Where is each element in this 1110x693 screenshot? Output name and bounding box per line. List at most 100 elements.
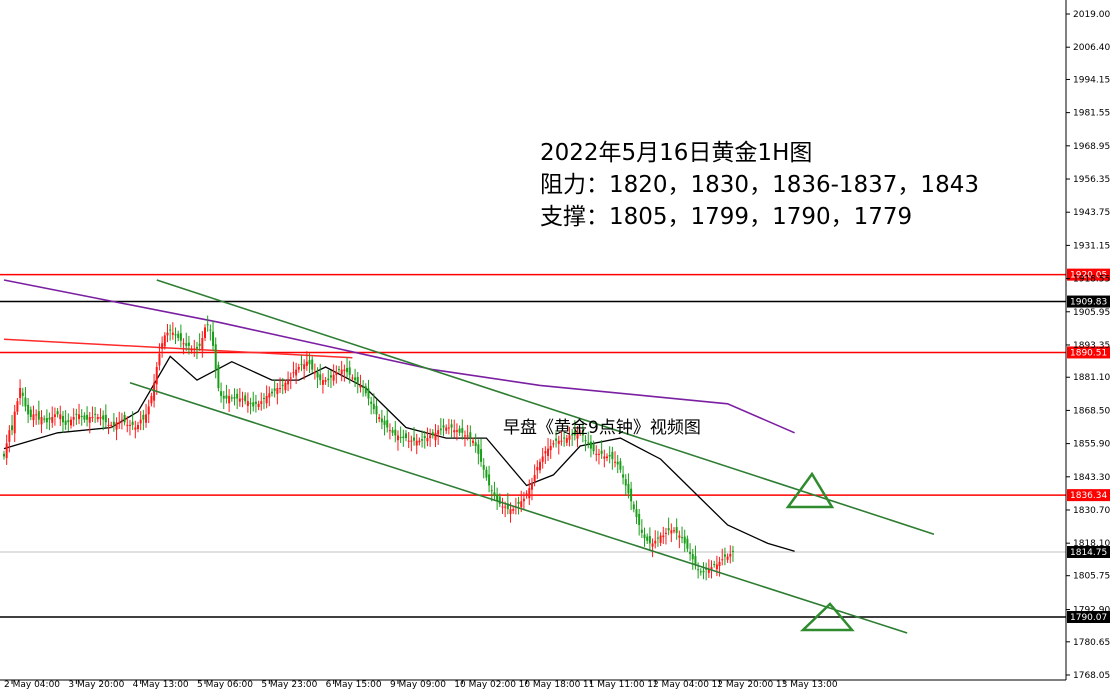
candle-body — [292, 372, 295, 374]
candle-body — [137, 424, 139, 430]
analysis-annotation: 2022年5月16日黄金1H图 阻力：1820，1830，1836-1837，1… — [540, 137, 979, 233]
candle-body — [308, 360, 311, 365]
candle-body — [614, 461, 617, 463]
candle-body — [426, 438, 429, 442]
annotation-title: 2022年5月16日黄金1H图 — [540, 140, 813, 166]
candle-body — [686, 538, 689, 549]
candle-body — [233, 396, 236, 399]
candle-body — [450, 424, 453, 428]
candle-body — [206, 324, 209, 326]
candle-body — [238, 398, 241, 402]
candle-body — [53, 414, 56, 418]
candle-body — [252, 402, 255, 407]
candle-body — [549, 445, 552, 451]
candle-body — [638, 513, 641, 525]
time-tick-label: 10 May 18:00 — [519, 680, 581, 689]
candle-body — [319, 374, 322, 381]
candle-body — [59, 414, 62, 420]
candle-body — [174, 334, 177, 336]
candle-body — [19, 388, 22, 399]
candle-body — [297, 366, 300, 370]
candle-body — [415, 440, 418, 446]
candle-body — [70, 419, 72, 426]
candle-body — [547, 448, 550, 456]
candle-body — [496, 494, 499, 502]
channel-line — [129, 381, 908, 634]
candle-body — [627, 483, 630, 494]
candle-body — [469, 432, 472, 439]
candle-body — [367, 388, 370, 399]
candle-body — [214, 344, 217, 370]
candle-body — [150, 395, 153, 404]
price-tick-label: 1918.55 — [1073, 275, 1110, 285]
price-tick-label: 2019.00 — [1073, 10, 1110, 20]
candle-body — [648, 536, 651, 544]
candle-body — [386, 420, 389, 428]
candle-body — [522, 498, 525, 502]
candle-body — [568, 435, 571, 440]
candle-body — [477, 444, 480, 454]
candle-body — [228, 395, 231, 404]
candle-body — [295, 369, 298, 376]
candle-body — [364, 386, 367, 394]
candle-body — [289, 377, 292, 379]
candle-body — [139, 419, 142, 424]
candle-body — [185, 343, 188, 346]
candle-body — [603, 456, 606, 459]
candle-body — [539, 461, 541, 471]
candle-body — [147, 406, 150, 415]
candle-body — [691, 553, 694, 560]
candle-body — [45, 418, 48, 423]
candle-body — [689, 551, 692, 554]
candle-body — [512, 509, 515, 511]
candle-body — [13, 411, 16, 434]
candle-body — [222, 395, 225, 399]
candle-body — [273, 388, 276, 391]
candle-body — [354, 377, 357, 381]
candle-body — [21, 392, 24, 396]
candle-body — [437, 430, 440, 435]
candle-body — [654, 540, 657, 544]
candle-body — [616, 461, 619, 465]
candle-body — [372, 403, 375, 410]
trend-channel — [129, 279, 935, 634]
price-tick-label: 1805.75 — [1073, 572, 1110, 582]
candle-body — [378, 417, 381, 420]
candle-body — [681, 537, 684, 539]
candle-body — [56, 411, 59, 415]
candle-body — [27, 404, 30, 415]
candle-body — [225, 395, 228, 399]
candle-body — [257, 403, 260, 407]
candle-body — [86, 414, 89, 420]
candle-body — [3, 453, 5, 457]
candle-body — [268, 393, 271, 398]
candle-body — [91, 417, 94, 419]
candle-body — [388, 430, 391, 432]
candle-body — [472, 440, 474, 443]
candle-body — [466, 435, 469, 437]
candle-body — [161, 343, 164, 350]
time-tick-label: 6 May 15:00 — [326, 680, 382, 689]
candle-body — [244, 395, 247, 402]
candle-body — [316, 372, 319, 378]
candle-body — [5, 443, 8, 459]
candle-body — [115, 422, 118, 430]
price-level-tag — [1067, 489, 1110, 502]
candle-body — [123, 414, 126, 423]
candle-body — [439, 428, 442, 431]
candle-body — [721, 559, 724, 561]
candle-body — [260, 401, 263, 404]
candle-body — [581, 429, 584, 436]
candle-body — [246, 401, 249, 406]
candle-body — [571, 433, 574, 436]
candle-body — [584, 440, 587, 442]
candlesticks — [3, 315, 734, 581]
candle-body — [480, 449, 483, 462]
candle-body — [396, 435, 399, 441]
candle-body — [675, 527, 678, 533]
candle-body — [16, 401, 19, 412]
candle-body — [107, 424, 110, 426]
candle-body — [78, 414, 81, 420]
